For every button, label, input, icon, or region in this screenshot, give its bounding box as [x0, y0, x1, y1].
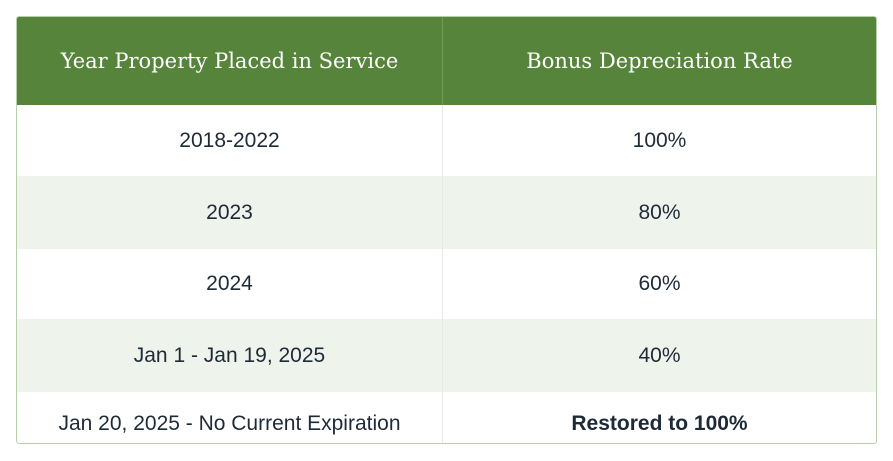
- table-cell: 2024: [206, 272, 253, 295]
- table-head: Year Property Placed in Service Bonus De…: [17, 17, 876, 105]
- table-cell: Jan 1 - Jan 19, 2025: [17, 319, 443, 392]
- table-row: 2024 60%: [17, 249, 876, 319]
- table-cell: 80%: [442, 176, 876, 249]
- table-cell: Jan 20, 2025 - No Current Expiration: [58, 411, 401, 435]
- table-cell: 60%: [442, 249, 876, 319]
- table-body: 2018-2022 100% 2023 80% 2024 60% Jan 1 - Jan 1…: [17, 105, 876, 443]
- header-row: Year Property Placed in Service Bonus De…: [17, 17, 876, 105]
- table-cell: 40%: [442, 319, 876, 392]
- table-cell: 2018-2022: [179, 128, 280, 152]
- table-cell: Restored to 100%: [442, 392, 876, 443]
- table-cell: 100%: [442, 105, 876, 176]
- column-header: Bonus Depreciation Rate: [442, 17, 876, 105]
- table-row: Jan 20, 2025 - No Current Expiration Rest…: [17, 392, 876, 443]
- table-cell: 2023: [17, 176, 443, 249]
- table-row: 2023 80%: [17, 176, 876, 249]
- table-row: 2018-2022 100%: [17, 105, 876, 176]
- table-container: Year Property Placed in Service Bonus De…: [16, 16, 877, 444]
- depreciation-table: Year Property Placed in Service Bonus De…: [17, 17, 876, 443]
- column-header: Year Property Placed in Service: [17, 17, 443, 105]
- table-row: Jan 1 - Jan 19, 2025 40%: [17, 319, 876, 392]
